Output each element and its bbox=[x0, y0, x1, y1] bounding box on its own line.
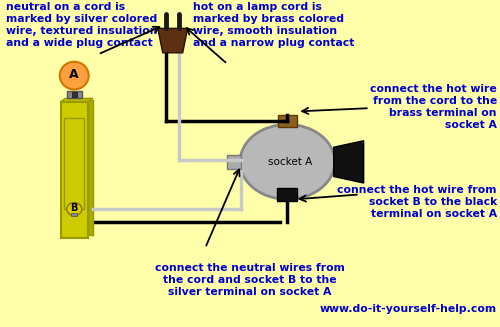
Text: connect the hot wire from
socket B to the black
terminal on socket A: connect the hot wire from socket B to th… bbox=[338, 185, 497, 219]
Bar bbox=[66, 91, 82, 98]
Bar bbox=[60, 102, 88, 238]
Text: A: A bbox=[70, 68, 79, 81]
Ellipse shape bbox=[67, 202, 82, 215]
Text: B: B bbox=[70, 203, 78, 213]
Text: hot on a lamp cord is
marked by brass colored
wire, smooth insulation
and a narr: hot on a lamp cord is marked by brass co… bbox=[192, 2, 354, 48]
Bar bbox=[278, 188, 297, 201]
Polygon shape bbox=[60, 98, 93, 102]
Polygon shape bbox=[334, 141, 364, 183]
Ellipse shape bbox=[60, 62, 88, 89]
Text: connect the hot wire
from the cord to the
brass terminal on
socket A: connect the hot wire from the cord to th… bbox=[370, 84, 497, 130]
Ellipse shape bbox=[240, 125, 335, 199]
Bar bbox=[227, 155, 241, 169]
Bar bbox=[71, 213, 77, 216]
Bar bbox=[88, 100, 93, 235]
Text: www.do-it-yourself-help.com: www.do-it-yourself-help.com bbox=[320, 304, 497, 314]
Bar bbox=[278, 115, 297, 127]
Text: socket A: socket A bbox=[268, 157, 312, 167]
Text: neutral on a cord is
marked by silver colored
wire, textured insulation
and a wi: neutral on a cord is marked by silver co… bbox=[6, 2, 157, 48]
Bar bbox=[72, 92, 76, 97]
Polygon shape bbox=[158, 28, 188, 53]
Bar bbox=[64, 118, 84, 209]
Text: connect the neutral wires from
the cord and socket B to the
silver terminal on s: connect the neutral wires from the cord … bbox=[155, 263, 345, 297]
